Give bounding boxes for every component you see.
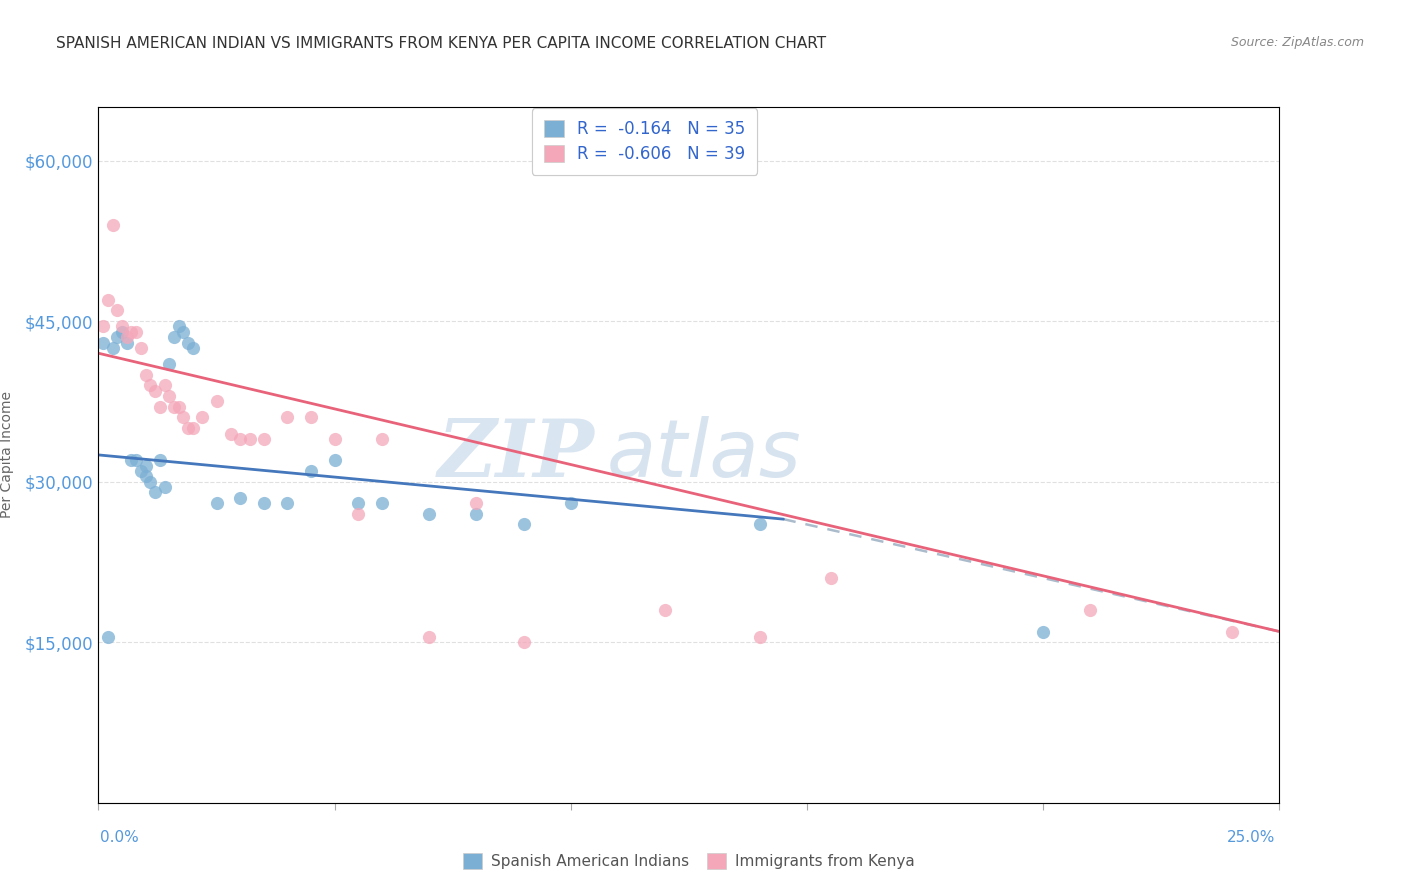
Text: ZIP: ZIP bbox=[437, 417, 595, 493]
Point bbox=[253, 432, 276, 446]
Point bbox=[135, 458, 157, 473]
Point bbox=[135, 368, 157, 382]
Point bbox=[97, 293, 120, 307]
Point bbox=[1220, 624, 1243, 639]
Point bbox=[157, 389, 180, 403]
Point bbox=[371, 432, 394, 446]
Point bbox=[115, 330, 138, 344]
Point bbox=[167, 319, 190, 334]
Point bbox=[181, 341, 204, 355]
Text: 0.0%: 0.0% bbox=[100, 830, 139, 845]
Point bbox=[105, 303, 128, 318]
Point bbox=[229, 491, 252, 505]
Point bbox=[143, 485, 166, 500]
Point bbox=[347, 496, 370, 510]
Point bbox=[121, 453, 143, 467]
Point bbox=[129, 464, 152, 478]
Point bbox=[91, 335, 114, 350]
Point bbox=[135, 469, 157, 483]
Point bbox=[205, 394, 228, 409]
Point bbox=[101, 218, 124, 232]
Point bbox=[149, 400, 172, 414]
Point bbox=[181, 421, 204, 435]
Point bbox=[167, 400, 190, 414]
Point bbox=[347, 507, 370, 521]
Point bbox=[239, 432, 262, 446]
Point bbox=[253, 496, 276, 510]
Point bbox=[111, 325, 134, 339]
Legend: R =  -0.164   N = 35, R =  -0.606   N = 39: R = -0.164 N = 35, R = -0.606 N = 39 bbox=[531, 109, 756, 175]
Point bbox=[219, 426, 242, 441]
Point bbox=[748, 517, 770, 532]
Point bbox=[323, 432, 346, 446]
Point bbox=[512, 635, 534, 649]
Point bbox=[465, 507, 488, 521]
Point bbox=[149, 453, 172, 467]
Point bbox=[560, 496, 582, 510]
Text: Source: ZipAtlas.com: Source: ZipAtlas.com bbox=[1230, 36, 1364, 49]
Point bbox=[139, 378, 162, 392]
Point bbox=[177, 335, 200, 350]
Point bbox=[299, 410, 322, 425]
Point bbox=[97, 630, 120, 644]
Point bbox=[105, 330, 128, 344]
Point bbox=[121, 325, 143, 339]
Point bbox=[229, 432, 252, 446]
Point bbox=[91, 319, 114, 334]
Point bbox=[129, 341, 152, 355]
Point bbox=[139, 475, 162, 489]
Point bbox=[654, 603, 676, 617]
Text: SPANISH AMERICAN INDIAN VS IMMIGRANTS FROM KENYA PER CAPITA INCOME CORRELATION C: SPANISH AMERICAN INDIAN VS IMMIGRANTS FR… bbox=[56, 36, 827, 51]
Point bbox=[418, 507, 440, 521]
Point bbox=[371, 496, 394, 510]
Point bbox=[177, 421, 200, 435]
Point bbox=[323, 453, 346, 467]
Point bbox=[465, 496, 488, 510]
Point bbox=[172, 410, 194, 425]
Point bbox=[163, 400, 186, 414]
Point bbox=[276, 496, 298, 510]
Point bbox=[418, 630, 440, 644]
Legend: Spanish American Indians, Immigrants from Kenya: Spanish American Indians, Immigrants fro… bbox=[457, 847, 921, 875]
Point bbox=[1032, 624, 1054, 639]
Point bbox=[111, 319, 134, 334]
Point bbox=[125, 453, 148, 467]
Point bbox=[163, 330, 186, 344]
Y-axis label: Per Capita Income: Per Capita Income bbox=[0, 392, 14, 518]
Point bbox=[153, 480, 176, 494]
Point bbox=[153, 378, 176, 392]
Point bbox=[172, 325, 194, 339]
Point bbox=[143, 384, 166, 398]
Point bbox=[191, 410, 214, 425]
Point bbox=[101, 341, 124, 355]
Point bbox=[157, 357, 180, 371]
Point bbox=[512, 517, 534, 532]
Point bbox=[276, 410, 298, 425]
Point bbox=[125, 325, 148, 339]
Text: atlas: atlas bbox=[606, 416, 801, 494]
Point bbox=[299, 464, 322, 478]
Point bbox=[820, 571, 842, 585]
Point bbox=[205, 496, 228, 510]
Point bbox=[748, 630, 770, 644]
Text: 25.0%: 25.0% bbox=[1227, 830, 1275, 845]
Point bbox=[115, 335, 138, 350]
Point bbox=[1080, 603, 1102, 617]
